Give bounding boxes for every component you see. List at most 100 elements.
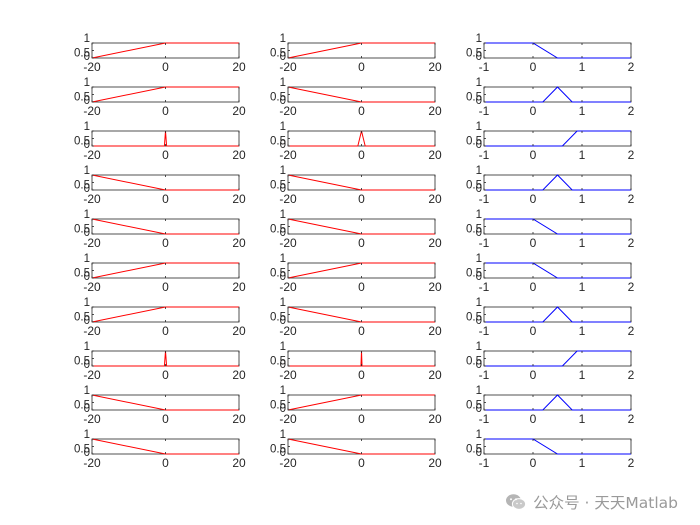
x-tick-label: 20 xyxy=(232,236,246,250)
y-tick-label: 0 xyxy=(476,139,482,151)
y-tick-label: 0 xyxy=(84,139,90,151)
y-tick-label: 0 xyxy=(476,271,482,283)
x-tick-label: 1 xyxy=(579,412,586,426)
y-tick-label: 0 xyxy=(476,227,482,239)
x-tick-label: 20 xyxy=(428,412,442,426)
y-tick-label: 1 xyxy=(280,121,286,133)
x-tick-label: 1 xyxy=(579,192,586,206)
y-tick-label: 1 xyxy=(84,341,90,353)
x-tick-label: 1 xyxy=(579,60,586,74)
x-tick-label: 0 xyxy=(162,104,169,118)
y-tick-label: 0 xyxy=(280,51,286,63)
subplot-r5-c3: -1 0 1 200.51 xyxy=(466,209,635,250)
axes-box xyxy=(287,394,436,411)
y-tick-label: 0 xyxy=(84,447,90,459)
y-tick-label: 1 xyxy=(280,33,286,45)
y-tick-label: 0 xyxy=(280,95,286,107)
series-line xyxy=(484,350,631,367)
y-tick-label: 1 xyxy=(280,429,286,441)
x-tick-label: -20 xyxy=(83,192,101,206)
x-tick-label: 2 xyxy=(628,148,635,162)
axes-box xyxy=(287,174,436,191)
y-tick-label: 0.5 xyxy=(270,444,286,456)
x-tick-label: 2 xyxy=(628,324,635,338)
y-tick-label: 1 xyxy=(84,33,90,45)
subplot-r4-c3: -1 0 1 200.51 xyxy=(466,165,635,206)
x-tick-label: 0 xyxy=(530,412,537,426)
x-tick-label: -20 xyxy=(279,324,297,338)
x-tick-label: -20 xyxy=(279,412,297,426)
x-tick-label: 0 xyxy=(162,236,169,250)
y-tick-label: 0.5 xyxy=(74,268,90,280)
y-tick-label: 1 xyxy=(84,165,90,177)
y-tick-label: 1 xyxy=(84,121,90,133)
x-tick-label: 0 xyxy=(530,148,537,162)
y-tick-label: 0.5 xyxy=(74,180,90,192)
y-tick-label: 0.5 xyxy=(466,400,482,412)
y-tick-label: 0 xyxy=(476,95,482,107)
x-tick-label: -20 xyxy=(279,104,297,118)
x-tick-label: 0 xyxy=(162,148,169,162)
series-line xyxy=(484,42,631,59)
series-line xyxy=(484,394,631,411)
y-tick-label: 1 xyxy=(84,253,90,265)
subplot-r10-c3: -1 0 1 200.51 xyxy=(466,429,635,470)
y-tick-label: 1 xyxy=(280,209,286,221)
axes-box xyxy=(483,174,632,191)
x-tick-label: 0 xyxy=(162,280,169,294)
axes-box xyxy=(91,174,240,191)
axes-box xyxy=(91,438,240,455)
x-tick-label: 1 xyxy=(579,456,586,470)
x-tick-label: 20 xyxy=(428,368,442,382)
x-tick-label: 2 xyxy=(628,60,635,74)
x-tick-label: 20 xyxy=(232,280,246,294)
y-tick-label: 0.5 xyxy=(270,400,286,412)
y-tick-label: 0.5 xyxy=(270,356,286,368)
axes-box xyxy=(483,394,632,411)
x-tick-label: -20 xyxy=(279,60,297,74)
x-tick-label: -20 xyxy=(83,104,101,118)
axes-box xyxy=(91,42,240,59)
y-tick-label: 0.5 xyxy=(466,268,482,280)
x-tick-label: 0 xyxy=(162,368,169,382)
x-tick-label: 0 xyxy=(162,60,169,74)
x-tick-label: 20 xyxy=(232,368,246,382)
y-tick-label: 0 xyxy=(476,403,482,415)
x-tick-label: 0 xyxy=(358,324,365,338)
x-tick-label: 0 xyxy=(530,368,537,382)
y-tick-label: 1 xyxy=(476,209,482,221)
x-tick-label: -20 xyxy=(83,368,101,382)
y-tick-label: 0 xyxy=(280,139,286,151)
y-tick-label: 1 xyxy=(476,429,482,441)
series-line xyxy=(484,86,631,103)
axes-box xyxy=(287,86,436,103)
y-tick-label: 1 xyxy=(280,297,286,309)
axes-box xyxy=(483,218,632,235)
y-tick-label: 0 xyxy=(280,315,286,327)
y-tick-label: 0 xyxy=(280,183,286,195)
x-tick-label: 2 xyxy=(628,412,635,426)
y-tick-label: 1 xyxy=(476,77,482,89)
subplot-r9-c3: -1 0 1 200.51 xyxy=(466,385,635,426)
axes-box xyxy=(91,218,240,235)
y-tick-label: 1 xyxy=(280,341,286,353)
y-tick-label: 1 xyxy=(280,385,286,397)
x-tick-label: 0 xyxy=(162,192,169,206)
x-tick-label: 0 xyxy=(530,192,537,206)
y-tick-label: 0.5 xyxy=(270,180,286,192)
x-tick-label: -20 xyxy=(279,456,297,470)
series-line xyxy=(484,130,631,147)
y-tick-label: 0.5 xyxy=(466,92,482,104)
x-tick-label: 20 xyxy=(428,60,442,74)
y-tick-label: 0 xyxy=(84,315,90,327)
x-tick-label: 20 xyxy=(232,192,246,206)
